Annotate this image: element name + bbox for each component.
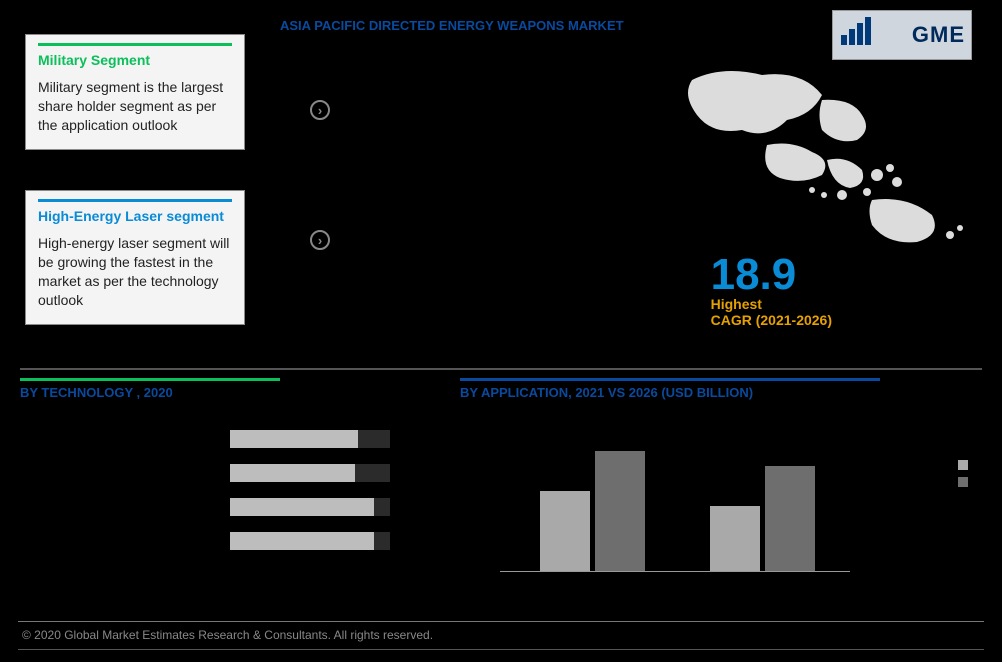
divider — [20, 368, 982, 370]
section-rule — [460, 378, 880, 381]
logo: GME — [832, 10, 972, 60]
card-high-energy-laser: High-Energy Laser segment High-energy la… — [25, 190, 245, 325]
card-rule — [38, 43, 232, 46]
logo-text: GME — [912, 22, 965, 48]
card-body: Military segment is the largest share ho… — [38, 78, 232, 135]
logo-bars-icon — [841, 17, 871, 45]
bar — [540, 491, 590, 571]
footer-copyright: © 2020 Global Market Estimates Research … — [22, 628, 433, 642]
hbar-row — [230, 464, 390, 482]
chevron-right-icon: › — [310, 100, 330, 120]
legend — [958, 460, 972, 488]
card-heading: Military Segment — [38, 52, 232, 68]
chevron-right-icon: › — [310, 230, 330, 250]
stat-cagr-label: CAGR (2021-2026) — [711, 312, 832, 328]
card-rule — [38, 199, 232, 202]
divider — [18, 621, 984, 622]
legend-item — [958, 460, 972, 471]
grouped-bar-chart — [480, 420, 870, 590]
bar — [595, 451, 645, 571]
legend-item — [958, 477, 972, 488]
bar — [765, 466, 815, 571]
section-title-application: BY APPLICATION, 2021 VS 2026 (USD BILLIO… — [460, 385, 982, 400]
card-military-segment: Military Segment Military segment is the… — [25, 34, 245, 150]
stat-number: 18.9 — [711, 250, 832, 300]
card-heading: High-Energy Laser segment — [38, 208, 232, 224]
card-body: High-energy laser segment will be growin… — [38, 234, 232, 310]
x-axis — [500, 571, 850, 572]
hbar-row — [230, 430, 390, 448]
asia-pacific-map-icon — [672, 60, 972, 250]
divider — [18, 649, 984, 650]
stat-cagr: 18.9 Highest CAGR (2021-2026) — [711, 250, 832, 328]
section-headers: BY TECHNOLOGY , 2020 BY APPLICATION, 202… — [20, 378, 982, 400]
bar — [710, 506, 760, 571]
infographic-root: ASIA PACIFIC DIRECTED ENERGY WEAPONS MAR… — [0, 0, 1002, 662]
hbar-chart — [0, 410, 390, 566]
section-rule — [20, 378, 280, 381]
page-title: ASIA PACIFIC DIRECTED ENERGY WEAPONS MAR… — [280, 18, 624, 33]
section-title-technology: BY TECHNOLOGY , 2020 — [20, 385, 420, 400]
hbar-row — [230, 498, 390, 516]
hbar-row — [230, 532, 390, 550]
